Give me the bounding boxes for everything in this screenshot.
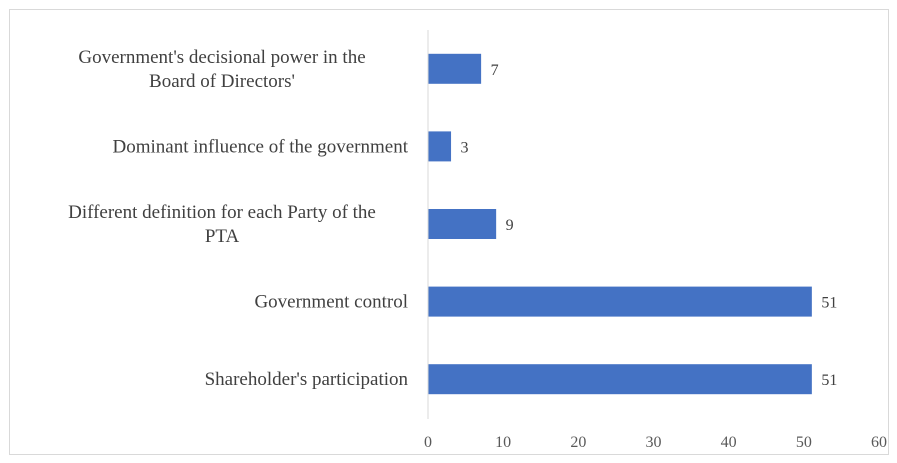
data-label: 51 (821, 295, 837, 312)
x-tick-label: 20 (570, 434, 586, 451)
data-label: 51 (821, 372, 837, 389)
x-tick-label: 10 (495, 434, 511, 451)
category-label: Different definition for each Party of t… (68, 202, 376, 247)
x-tick-label: 30 (646, 434, 662, 451)
category-label-line: Dominant influence of the government (113, 136, 409, 157)
bar (428, 131, 452, 162)
data-label: 3 (461, 139, 469, 156)
data-label: 9 (506, 217, 514, 234)
category-label-line: PTA (205, 226, 240, 247)
category-label: Shareholder's participation (205, 369, 409, 390)
bar (428, 209, 497, 239)
category-label-line: Board of Directors' (149, 71, 295, 92)
category-label-line: Different definition for each Party of t… (68, 202, 376, 223)
data-label: 7 (491, 62, 499, 79)
category-label-line: Shareholder's participation (205, 369, 409, 390)
bar (428, 364, 812, 395)
category-label-line: Government control (254, 292, 408, 313)
bar (428, 53, 482, 84)
x-tick-label: 0 (424, 434, 432, 451)
category-label: Government's decisional power in the Boar… (78, 47, 365, 92)
category-label: Government control (254, 292, 408, 313)
category-label: Dominant influence of the government (113, 136, 409, 157)
bar (428, 286, 812, 317)
x-tick-label: 60 (871, 434, 887, 451)
category-label-line: Government's decisional power in the (78, 47, 365, 68)
x-tick-label: 50 (796, 434, 812, 451)
x-tick-label: 40 (721, 434, 737, 451)
